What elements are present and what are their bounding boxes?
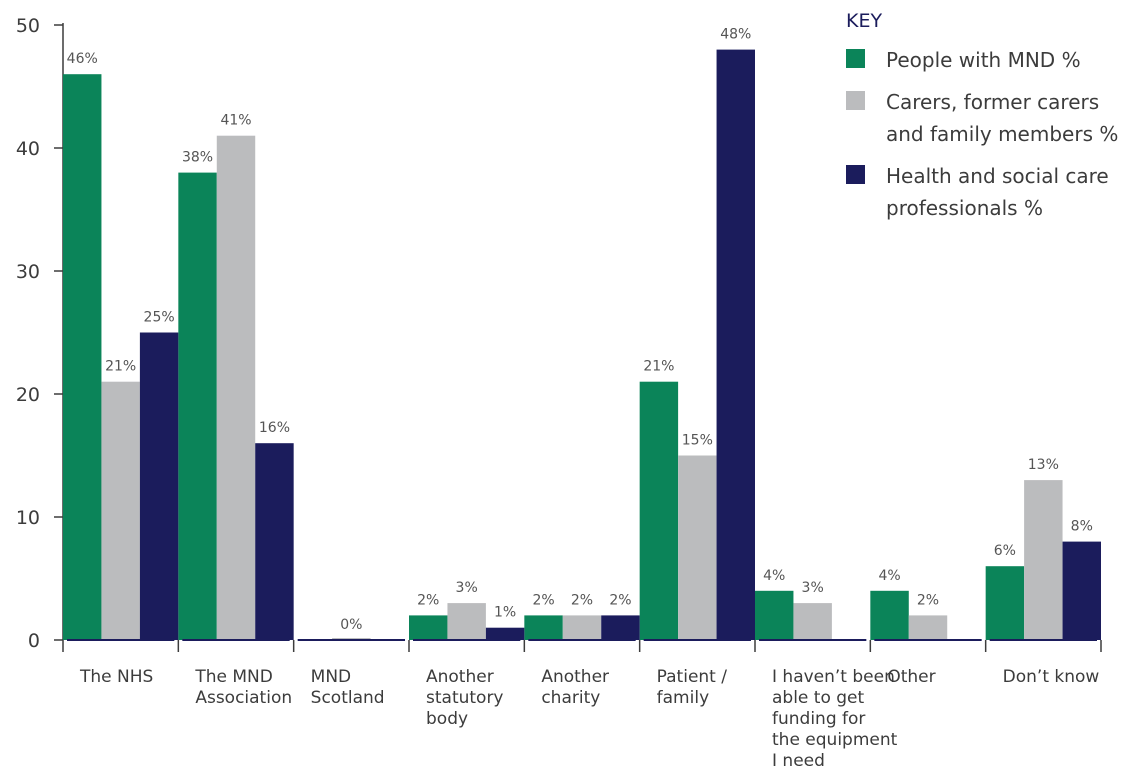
bar-value-label: 8% bbox=[1071, 519, 1093, 535]
category-label-line: The MND bbox=[194, 667, 272, 687]
x-axis: The NHS The MND Association MND Scotland Anot… bbox=[62, 639, 1102, 771]
bar-value-label: 48% bbox=[720, 27, 751, 43]
y-axis: 0 10 20 30 40 50 bbox=[16, 15, 64, 652]
bar-labels: 46% 38% 2% 2% 21% 4% 4% 6% 21% 41% 0% 3% 2% 15% 3% 2% 13… bbox=[67, 27, 1093, 633]
category-label-line: Association bbox=[195, 688, 292, 708]
bar bbox=[1062, 541, 1101, 640]
legend-label: People with MND % bbox=[886, 48, 1081, 72]
category-label: Other bbox=[887, 667, 935, 687]
bar-value-label: 4% bbox=[878, 568, 900, 584]
category-label: MND Scotland bbox=[311, 667, 385, 708]
legend-swatch bbox=[846, 49, 865, 68]
y-tick-label: 10 bbox=[16, 507, 40, 529]
category-label-line: the equipment bbox=[772, 730, 898, 750]
legend-items: People with MND % Carers, former carers an… bbox=[846, 44, 1135, 224]
bar bbox=[716, 49, 755, 641]
bar bbox=[1024, 480, 1063, 640]
y-tick-label: 40 bbox=[16, 138, 40, 160]
legend: KEY People with MND % Carers, former care… bbox=[846, 10, 1135, 234]
legend-label: Health and social care professionals % bbox=[886, 164, 1109, 220]
bar bbox=[870, 590, 909, 640]
bar-value-label: 3% bbox=[456, 580, 478, 596]
bar bbox=[793, 603, 832, 640]
bar-value-label: 41% bbox=[220, 113, 251, 129]
bar-value-label: 3% bbox=[802, 580, 824, 596]
category-label-line: I need bbox=[772, 751, 825, 771]
y-tick-label: 20 bbox=[16, 384, 40, 406]
bar-value-label: 2% bbox=[417, 592, 439, 608]
bar bbox=[447, 603, 486, 640]
y-tick-label: 30 bbox=[16, 261, 40, 283]
category-label-line: Patient / bbox=[657, 667, 728, 687]
category-label: The NHS bbox=[79, 667, 153, 687]
bar-value-label: 6% bbox=[994, 543, 1016, 559]
category-label: The MND Association bbox=[194, 667, 292, 708]
legend-label: Carers, former carers and family members … bbox=[886, 90, 1119, 146]
category-label-line: Other bbox=[887, 667, 935, 687]
bar bbox=[755, 590, 794, 640]
y-tick-label: 0 bbox=[28, 630, 40, 652]
category-label-line: I haven’t been bbox=[772, 667, 895, 687]
y-tick-label: 50 bbox=[16, 15, 40, 37]
bar-value-label: 25% bbox=[144, 310, 175, 326]
bar-value-label: 4% bbox=[763, 568, 785, 584]
category-label-line: statutory bbox=[426, 688, 504, 708]
bar-value-label: 0% bbox=[340, 617, 362, 633]
category-label: I haven’t been able to get funding for the … bbox=[772, 667, 898, 771]
legend-title: KEY bbox=[846, 10, 883, 32]
bar bbox=[101, 381, 140, 640]
bar bbox=[678, 455, 717, 640]
category-label: Another statutory body bbox=[426, 667, 504, 729]
category-label-line: MND bbox=[311, 667, 351, 687]
bar-value-label: 16% bbox=[259, 420, 290, 436]
category-label-line: family bbox=[657, 688, 709, 708]
bar-value-label: 1% bbox=[494, 605, 516, 621]
category-label: Another charity bbox=[541, 667, 609, 708]
bar-value-label: 46% bbox=[67, 51, 98, 67]
bar-value-label: 21% bbox=[105, 359, 136, 375]
bar-value-label: 2% bbox=[917, 592, 939, 608]
category-label-line: Scotland bbox=[311, 688, 385, 708]
bar-value-label: 2% bbox=[609, 592, 631, 608]
bar bbox=[985, 566, 1025, 640]
bar-value-label: 13% bbox=[1028, 457, 1059, 473]
bar bbox=[178, 172, 217, 640]
category-label-line: able to get bbox=[772, 688, 865, 708]
category-label-line: charity bbox=[541, 688, 600, 708]
legend-swatch bbox=[846, 91, 865, 110]
legend-item: People with MND % bbox=[846, 44, 1135, 76]
category-label-line: funding for bbox=[772, 709, 865, 729]
bar-value-label: 2% bbox=[532, 592, 554, 608]
bar bbox=[908, 615, 948, 640]
category-label-line: Another bbox=[426, 667, 494, 687]
bar-value-label: 2% bbox=[571, 592, 593, 608]
bar bbox=[485, 627, 525, 640]
bars bbox=[63, 49, 1101, 641]
bar bbox=[63, 74, 102, 640]
legend-swatch bbox=[846, 165, 865, 184]
bar-value-label: 38% bbox=[182, 150, 213, 166]
bar bbox=[601, 615, 640, 640]
category-label-line: Another bbox=[541, 667, 609, 687]
bar bbox=[139, 332, 179, 640]
category-label-line: Don’t know bbox=[1003, 667, 1100, 687]
category-label: Don’t know bbox=[1003, 667, 1100, 687]
bar-value-label: 21% bbox=[643, 359, 674, 375]
bar bbox=[409, 615, 448, 640]
bar bbox=[255, 443, 294, 640]
legend-item: Health and social care professionals % bbox=[846, 160, 1135, 224]
bar bbox=[562, 615, 602, 640]
bar-value-label: 15% bbox=[682, 433, 713, 449]
bar bbox=[524, 615, 563, 640]
bar bbox=[639, 381, 679, 640]
category-label: Patient / family bbox=[657, 667, 728, 708]
bar bbox=[216, 135, 256, 640]
category-label-line: The NHS bbox=[79, 667, 153, 687]
category-label-line: body bbox=[426, 709, 468, 729]
legend-item: Carers, former carers and family members … bbox=[846, 86, 1135, 150]
